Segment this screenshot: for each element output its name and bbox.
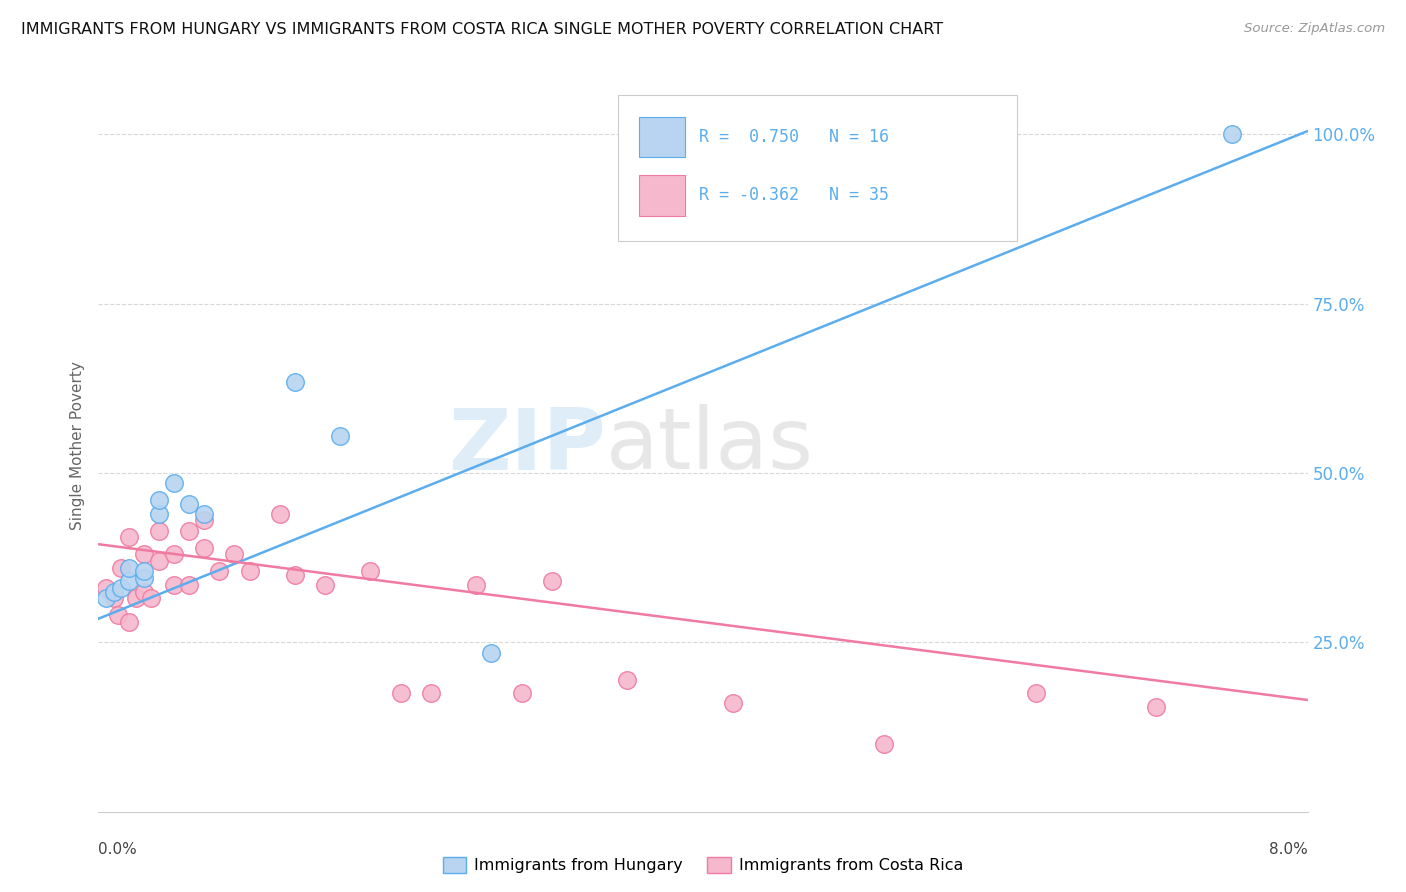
Point [616,673,638,687]
Point [239,564,262,578]
Point [1220,128,1243,142]
Text: IMMIGRANTS FROM HUNGARY VS IMMIGRANTS FROM COSTA RICA SINGLE MOTHER POVERTY CORR: IMMIGRANTS FROM HUNGARY VS IMMIGRANTS FR… [21,22,943,37]
Text: R =  0.750   N = 16: R = 0.750 N = 16 [699,128,890,146]
Point [118,615,141,629]
Point [329,429,352,443]
Point [163,547,186,561]
Point [873,737,896,751]
Point [224,547,246,561]
Bar [638,117,685,157]
Point [110,561,132,575]
Text: Source: ZipAtlas.com: Source: ZipAtlas.com [1244,22,1385,36]
Point [107,608,129,623]
Point [389,686,412,700]
Point [94,591,117,606]
Bar [638,176,685,216]
Point [148,493,170,508]
Point [132,547,155,561]
Point [118,574,141,589]
Point [163,578,186,592]
Point [193,541,215,555]
Point [163,476,186,491]
Text: 0.0%: 0.0% [98,842,138,857]
Point [284,375,307,389]
Point [148,524,170,538]
Point [103,591,125,606]
Point [465,578,488,592]
Point [481,646,503,660]
Point [125,591,148,606]
Text: 8.0%: 8.0% [1268,842,1308,857]
Point [103,584,125,599]
Point [110,581,132,595]
Point [540,574,562,589]
Point [360,564,382,578]
Point [148,554,170,568]
Text: R = -0.362   N = 35: R = -0.362 N = 35 [699,186,890,204]
Point [118,530,141,544]
Point [179,497,201,511]
Point [269,507,291,521]
Point [132,571,155,585]
Point [314,578,336,592]
Point [94,581,117,595]
Point [118,561,141,575]
Point [179,578,201,592]
Point [132,584,155,599]
Point [420,686,443,700]
Point [193,514,215,528]
Point [141,591,163,606]
Point [208,564,231,578]
Text: ZIP: ZIP [449,404,606,488]
FancyBboxPatch shape [619,95,1018,241]
Point [723,697,745,711]
Point [1146,699,1168,714]
Y-axis label: Single Mother Poverty: Single Mother Poverty [70,361,86,531]
Point [284,567,307,582]
Point [1025,686,1047,700]
Point [179,524,201,538]
Point [148,507,170,521]
Text: atlas: atlas [606,404,814,488]
Point [510,686,533,700]
Point [193,507,215,521]
Legend: Immigrants from Hungary, Immigrants from Costa Rica: Immigrants from Hungary, Immigrants from… [436,850,970,880]
Point [132,564,155,578]
